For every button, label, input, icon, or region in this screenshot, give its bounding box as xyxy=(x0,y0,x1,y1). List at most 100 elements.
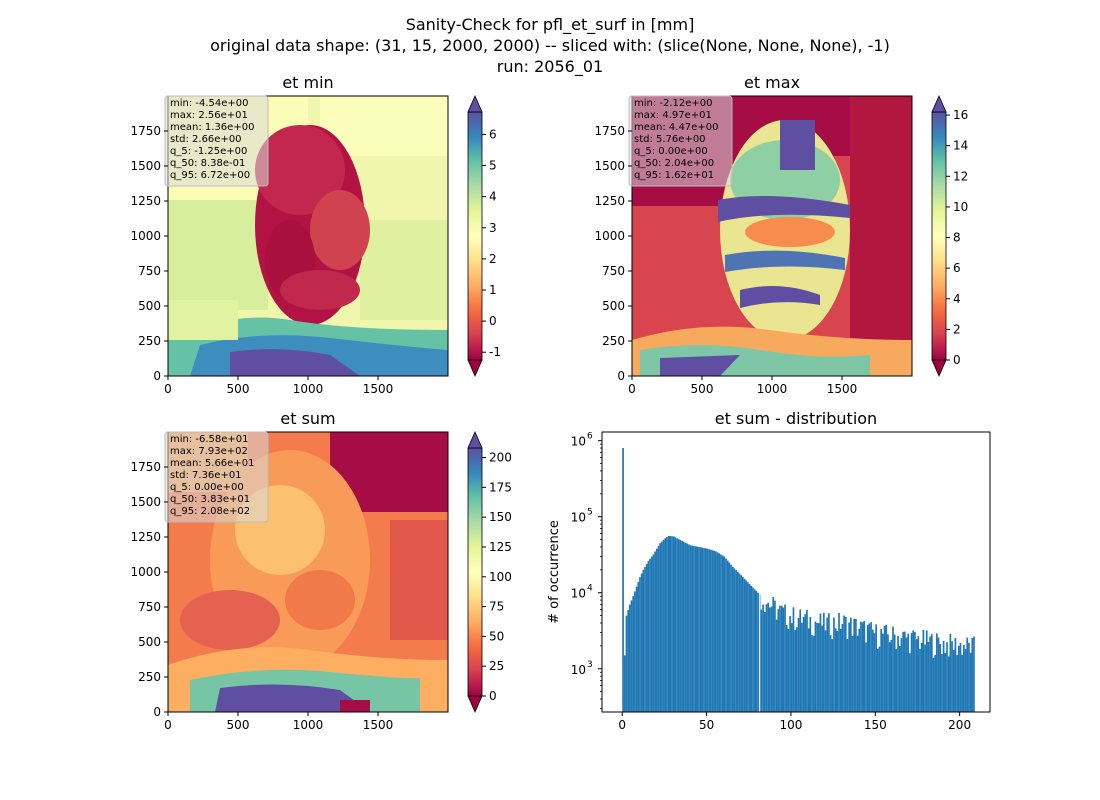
histogram-bar xyxy=(951,641,953,712)
colorbar-tick-label: 175 xyxy=(489,480,512,494)
y-tick-label: 0 xyxy=(617,369,625,383)
histogram-bar xyxy=(720,554,722,712)
histogram-bar xyxy=(917,636,920,712)
histogram-bar xyxy=(817,623,820,712)
panel-title-et-sum: et sum xyxy=(280,409,335,428)
histogram-bar xyxy=(973,636,975,712)
colorbar-tick-label: 50 xyxy=(489,629,504,643)
histogram-bar xyxy=(644,566,646,712)
y-tick-exponent: 6 xyxy=(587,432,593,442)
histogram-bar xyxy=(885,624,888,712)
histogram-bar xyxy=(763,611,766,712)
histogram-bar xyxy=(799,609,802,712)
histogram-bars xyxy=(622,448,975,712)
histogram-bar xyxy=(713,550,716,712)
histogram-bar xyxy=(876,648,879,712)
stat-line: mean: 4.47e+00 xyxy=(634,122,718,133)
x-tick-label: 0 xyxy=(618,718,626,732)
histogram-bar xyxy=(738,573,741,712)
colorbar-tick-label: 14 xyxy=(953,139,968,153)
histogram-bar xyxy=(848,622,850,712)
colorbar-extend-top xyxy=(467,431,483,449)
histogram-bar xyxy=(880,629,883,712)
histogram-bar xyxy=(914,631,916,712)
histogram-bar xyxy=(952,649,955,712)
histogram-bar xyxy=(682,541,685,712)
histogram-bar xyxy=(883,625,886,712)
colorbar-tick-label: 4 xyxy=(953,292,961,306)
histogram-bar xyxy=(826,617,829,712)
histogram-bar xyxy=(642,569,645,712)
stat-line: max: 7.93e+02 xyxy=(170,446,248,457)
stat-line: min: -4.54e+00 xyxy=(170,98,249,109)
y-tick-label: 1750 xyxy=(130,460,161,474)
histogram-bar xyxy=(863,620,866,712)
histogram-bar xyxy=(740,575,743,712)
histogram-bar xyxy=(782,607,785,712)
histogram-bar xyxy=(752,587,754,712)
colorbar-gradient xyxy=(467,447,483,697)
histogram-bar xyxy=(957,645,960,712)
y-tick-label: 500 xyxy=(138,299,161,313)
histogram-bar xyxy=(671,536,673,712)
stat-line: q_95: 6.72e+00 xyxy=(170,170,250,181)
histogram-bar xyxy=(747,582,749,712)
histogram-bar xyxy=(674,537,677,712)
y-tick-label: 750 xyxy=(138,264,161,278)
histogram-bar xyxy=(866,625,869,712)
histogram-bar xyxy=(730,564,732,712)
x-tick-label: 0 xyxy=(628,382,636,396)
colorbar-tick-label: 8 xyxy=(953,231,961,245)
y-tick-label: 1750 xyxy=(594,124,625,138)
histogram-bar xyxy=(622,448,624,712)
histogram-bar xyxy=(910,633,913,712)
histogram-bar xyxy=(762,604,764,712)
histogram-bar xyxy=(654,551,656,712)
histogram-bar xyxy=(890,639,893,712)
histogram-bar xyxy=(819,613,822,712)
histogram-bar xyxy=(681,540,683,712)
y-tick-label: 1250 xyxy=(130,194,161,208)
colorbar-extend-bottom xyxy=(467,359,483,377)
histogram-bar xyxy=(792,607,795,712)
panel-et-sum-distribution: et sum - distribution # of occurrence 0 5… xyxy=(547,409,991,732)
stat-line: std: 5.76e+00 xyxy=(634,134,706,145)
histogram-bar xyxy=(807,628,810,712)
histogram-bar xyxy=(691,545,694,712)
colorbar-tick-label: -1 xyxy=(489,345,501,359)
histogram-bar xyxy=(853,618,856,712)
histogram-bar xyxy=(919,648,921,712)
panel-title-distribution: et sum - distribution xyxy=(715,409,877,428)
x-tick-label: 1500 xyxy=(827,382,858,396)
y-tick-label: 1000 xyxy=(594,229,625,243)
histogram-bar xyxy=(954,637,957,712)
panel-title-et-max: et max xyxy=(744,73,800,92)
histogram-bar xyxy=(855,618,857,712)
histogram-bar xyxy=(757,592,759,712)
stats-box-bg-et-sum xyxy=(164,431,269,523)
y-tick-label: 1000 xyxy=(130,565,161,579)
histogram-bar xyxy=(942,640,945,712)
stats-box-et-min: min: -4.54e+00 max: 2.56e+01 mean: 1.36e… xyxy=(164,95,269,187)
figure-title-line-3: run: 2056_01 xyxy=(497,57,603,77)
histogram-bar xyxy=(716,552,719,712)
colorbar-et-sum: 0 25 50 75 100 125 150 175 200 xyxy=(467,431,512,713)
histogram-bar xyxy=(699,547,702,712)
heatmap-et-min xyxy=(168,96,448,376)
histogram-bar xyxy=(698,546,700,712)
colorbar-tick-label: 16 xyxy=(953,108,968,122)
colorbar-tick-label: 150 xyxy=(489,510,512,524)
histogram-bar xyxy=(912,630,915,712)
x-tick-label: 1000 xyxy=(293,382,324,396)
histogram-bar xyxy=(809,616,812,712)
histogram-bar xyxy=(645,564,648,712)
histogram-bar xyxy=(625,615,628,712)
x-tick-label: 200 xyxy=(948,718,971,732)
x-tick-label: 500 xyxy=(227,382,250,396)
histogram-bar xyxy=(772,597,775,712)
colorbar-extend-top xyxy=(467,95,483,113)
axes-frame-distribution xyxy=(601,431,991,713)
histogram-bar xyxy=(844,616,847,712)
histogram-bar xyxy=(706,548,709,712)
